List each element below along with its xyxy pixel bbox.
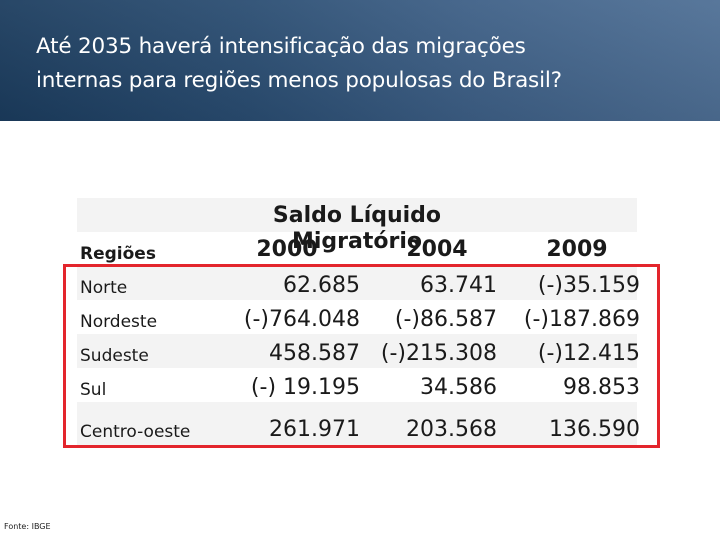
value-2009: (-)35.159 (537, 273, 640, 298)
region-label: Nordeste (80, 312, 158, 332)
table-row-bg (77, 334, 637, 368)
title-line-1: Até 2035 haverá intensificação das migra… (36, 34, 526, 59)
region-label: Sudeste (80, 346, 149, 366)
page-title: Até 2035 haverá intensificação das migra… (36, 30, 676, 98)
region-column-header: Regiões (80, 244, 156, 264)
value-2004: (-)86.587 (394, 307, 497, 332)
value-2004: (-)215.308 (380, 341, 497, 366)
title-banner: Até 2035 haverá intensificação das migra… (0, 0, 720, 121)
title-line-2: internas para regiões menos populosas do… (36, 68, 562, 93)
value-2009: 136.590 (549, 417, 640, 442)
value-2000: 261.971 (269, 417, 360, 442)
region-label: Centro-oeste (80, 422, 191, 442)
year-header-2009: 2009 (546, 237, 608, 262)
table-main-header: Saldo Líquido Migratório (272, 203, 442, 254)
value-2000: 458.587 (269, 341, 360, 366)
table-row-bg (77, 368, 637, 402)
table-row-bg (77, 266, 637, 300)
year-header-2004: 2004 (406, 237, 468, 262)
highlight-box (63, 264, 660, 448)
source-note: Fonte: IBGE (4, 522, 51, 531)
value-2004: 34.586 (420, 375, 497, 400)
table-header-row-bg (77, 198, 637, 232)
value-2000: (-) 19.195 (250, 375, 360, 400)
year-header-2000: 2000 (256, 237, 318, 262)
value-2004: 63.741 (420, 273, 497, 298)
table-years-row-bg (77, 232, 637, 266)
region-label: Sul (80, 380, 107, 400)
table-row-bg (77, 402, 637, 446)
value-2004: 203.568 (406, 417, 497, 442)
migration-table: Saldo Líquido Migratório Regiões 2000 20… (77, 198, 640, 450)
banner-shading (0, 0, 720, 121)
value-2009: (-)12.415 (537, 341, 640, 366)
value-2000: (-)764.048 (243, 307, 360, 332)
value-2009: 98.853 (563, 375, 640, 400)
value-2009: (-)187.869 (523, 307, 640, 332)
value-2000: 62.685 (283, 273, 360, 298)
table-row-bg (77, 300, 637, 334)
region-label: Norte (80, 278, 128, 298)
